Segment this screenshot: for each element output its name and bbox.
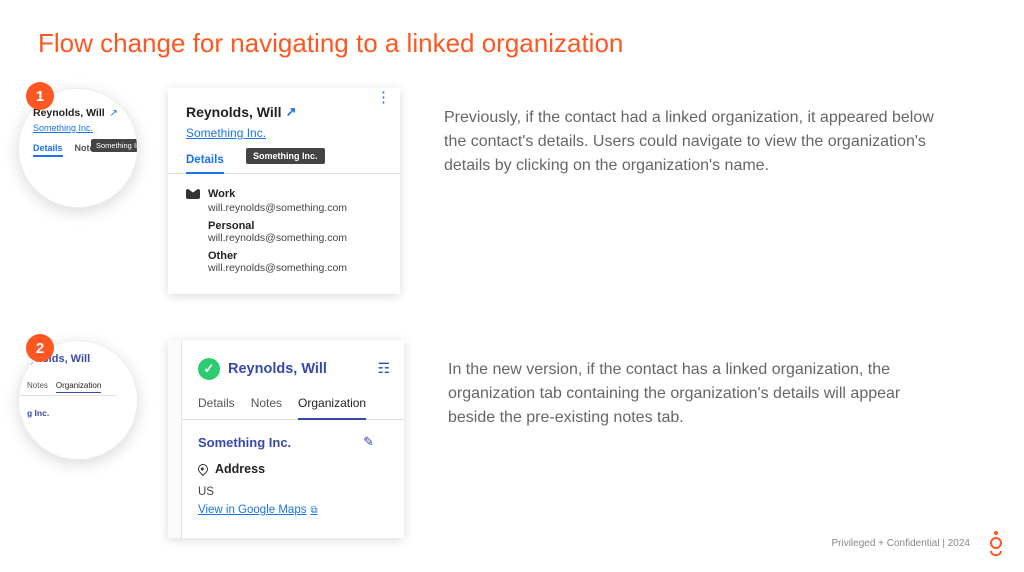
work-label: Work (208, 188, 235, 200)
more-menu-icon[interactable]: ⋮ (376, 96, 390, 100)
mail-icon (186, 189, 200, 199)
brand-logo-icon (990, 531, 1002, 556)
tab-details[interactable]: Details (186, 154, 224, 174)
contact-card-old: ⋮ Reynolds, Will ↗ Something Inc. Detail… (168, 88, 400, 294)
tab-organization-new[interactable]: Organization (298, 396, 366, 420)
description-2: In the new version, if the contact has a… (448, 358, 948, 430)
slide-title: Flow change for navigating to a linked o… (38, 28, 623, 59)
section-new: 2 eynolds, Will ☶ Notes Organization g I… (18, 340, 978, 538)
share-arrow-icon: ↗ (109, 108, 117, 119)
check-circle-icon: ✓ (198, 358, 220, 380)
personal-email: will.reynolds@something.com (208, 232, 382, 244)
card-left-rail (168, 340, 182, 538)
google-maps-link[interactable]: View in Google Maps ⧉ (198, 504, 318, 516)
edit-pencil-icon[interactable]: ✎ (363, 434, 374, 450)
org-link[interactable]: Something Inc. (186, 126, 382, 140)
address-label: Address (215, 462, 265, 476)
zoom1-tab-details[interactable]: Details (33, 143, 63, 157)
section-previous: 1 Reynolds, Will ↗ Something Inc. Detail… (18, 88, 978, 294)
other-label: Other (208, 250, 382, 262)
external-link-icon: ⧉ (310, 505, 317, 516)
list-lines-icon[interactable]: ☶ (377, 360, 390, 377)
zoom2-tab-notes[interactable]: Notes (27, 381, 48, 393)
open-arrow-icon[interactable]: ↗ (286, 104, 297, 120)
contact-card-new: ✓ Reynolds, Will ☶ Details Notes Organiz… (168, 340, 404, 538)
badge-1: 1 (26, 82, 54, 110)
zoom2-tab-organization[interactable]: Organization (56, 381, 101, 393)
work-email: will.reynolds@something.com (208, 202, 382, 214)
location-pin-icon (196, 462, 210, 476)
description-1: Previously, if the contact had a linked … (444, 106, 944, 178)
other-email: will.reynolds@something.com (208, 262, 382, 274)
tab-notes-new[interactable]: Notes (251, 396, 282, 419)
badge-2: 2 (26, 334, 54, 362)
org-tooltip: Something Inc. (246, 148, 325, 164)
personal-label: Personal (208, 220, 382, 232)
zoom1-org-link[interactable]: Something Inc. (33, 123, 118, 133)
org-name-heading: Something Inc. (198, 435, 291, 450)
tab-details-new[interactable]: Details (198, 396, 235, 419)
legend-lines-icon: ☶ (136, 357, 138, 368)
contact-name: Reynolds, Will ↗ (186, 104, 296, 120)
zoom2-org-name: g Inc. (27, 408, 138, 418)
footer: Privileged + Confidential | 2024 (831, 531, 1002, 556)
address-country: US (198, 486, 388, 498)
footer-text: Privileged + Confidential | 2024 (831, 538, 970, 549)
zoom1-tooltip: Something Inc (91, 139, 138, 152)
contact-name-new: Reynolds, Will (228, 361, 327, 377)
